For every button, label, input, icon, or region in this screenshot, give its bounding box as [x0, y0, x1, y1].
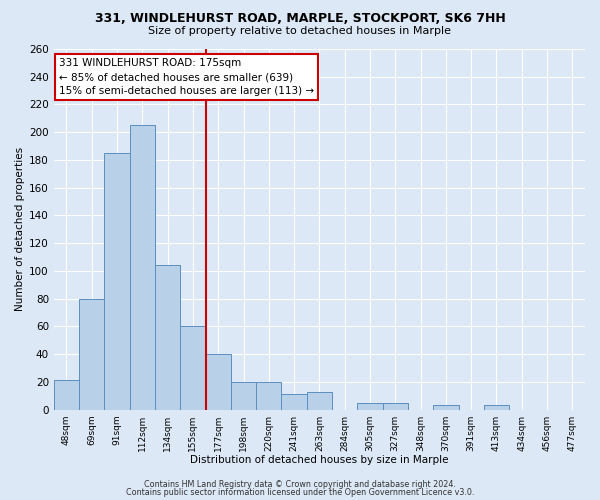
Y-axis label: Number of detached properties: Number of detached properties [15, 147, 25, 312]
Bar [155, 266, 180, 410]
Text: Contains public sector information licensed under the Open Government Licence v3: Contains public sector information licen… [126, 488, 474, 497]
Bar [383, 402, 408, 409]
Bar [180, 326, 206, 409]
Bar [54, 380, 79, 410]
Bar [281, 394, 307, 409]
Bar [130, 126, 155, 410]
Text: Contains HM Land Registry data © Crown copyright and database right 2024.: Contains HM Land Registry data © Crown c… [144, 480, 456, 489]
Bar [206, 354, 231, 410]
X-axis label: Distribution of detached houses by size in Marple: Distribution of detached houses by size … [190, 455, 449, 465]
Bar [307, 392, 332, 409]
Text: 331 WINDLEHURST ROAD: 175sqm
← 85% of detached houses are smaller (639)
15% of s: 331 WINDLEHURST ROAD: 175sqm ← 85% of de… [59, 58, 314, 96]
Bar [104, 153, 130, 409]
Bar [484, 406, 509, 409]
Bar [358, 402, 383, 409]
Bar [79, 298, 104, 410]
Bar [256, 382, 281, 409]
Bar [433, 406, 458, 409]
Text: 331, WINDLEHURST ROAD, MARPLE, STOCKPORT, SK6 7HH: 331, WINDLEHURST ROAD, MARPLE, STOCKPORT… [95, 12, 505, 26]
Bar [231, 382, 256, 409]
Text: Size of property relative to detached houses in Marple: Size of property relative to detached ho… [149, 26, 452, 36]
